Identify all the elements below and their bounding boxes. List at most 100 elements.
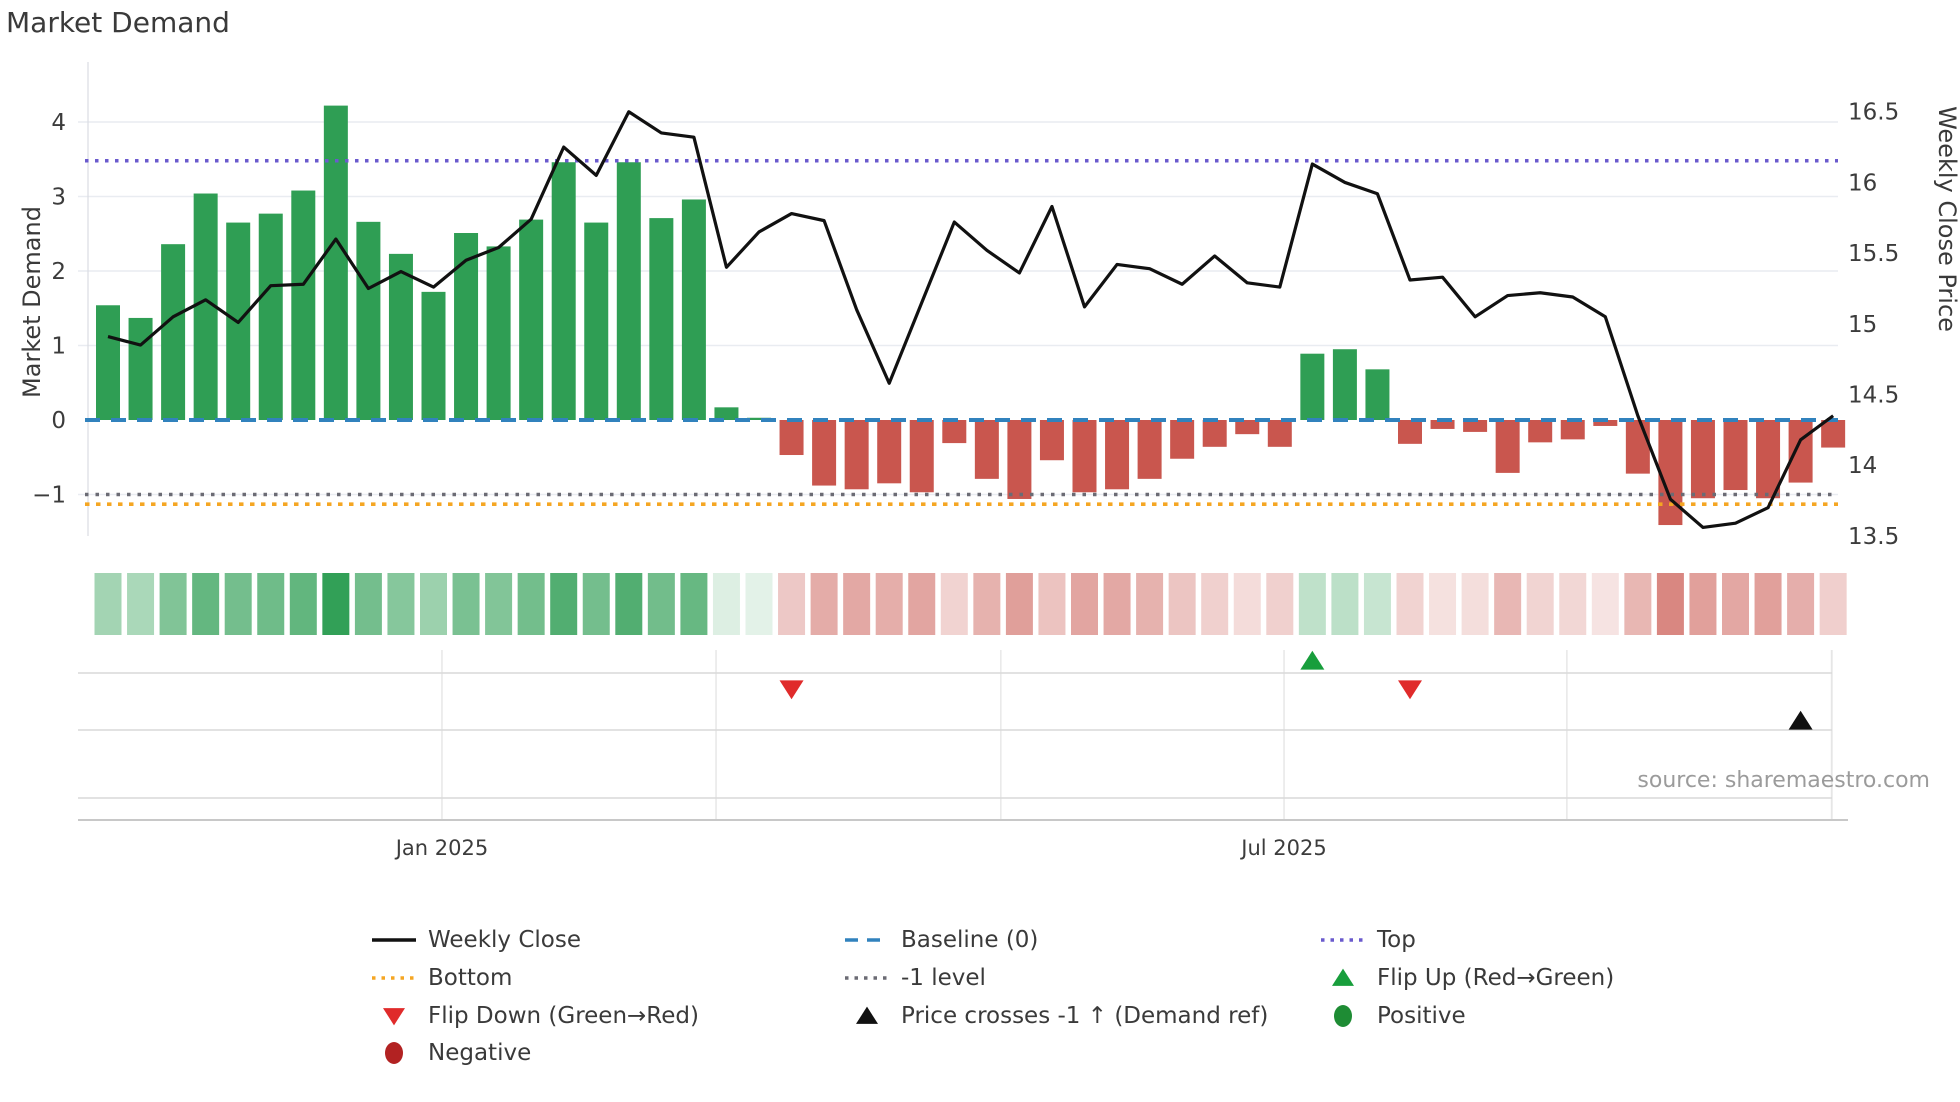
heatmap-cell-week-29 [1038,573,1066,635]
demand-bar-week-35 [1235,420,1260,435]
demand-bar-week-7 [323,105,348,421]
demand-bar-week-50 [1723,420,1748,491]
heatmap-cell-week-5 [257,573,285,635]
right-tick-2: 15.5 [1848,241,1899,267]
x-tick-1: Jul 2025 [1239,836,1326,860]
demand-bar-week-28 [1007,420,1032,499]
heatmap-cell-week-52 [1787,573,1815,635]
demand-bar-week-44 [1528,420,1553,443]
demand-bar-week-1 [128,317,153,420]
heatmap-cell-week-2 [159,573,187,635]
heatmap-cell-week-37 [1298,573,1326,635]
right-tick-4: 14.5 [1848,383,1899,409]
heatmap-cell-week-27 [973,573,1001,635]
demand-bar-week-14 [551,162,576,421]
heatmap-cell-week-23 [843,573,871,635]
demand-bar-week-11 [454,233,479,420]
heatmap-cell-week-19 [712,573,740,635]
heatmap-cell-week-20 [745,573,773,635]
heatmap-cell-week-7 [322,573,350,635]
demand-bar-week-38 [1332,349,1357,420]
demand-bar-week-22 [812,420,837,486]
demand-bar-week-24 [877,420,902,484]
demand-bar-week-39 [1365,369,1390,420]
left-tick-5: −1 [32,483,66,509]
heatmap-cell-week-18 [680,573,708,635]
source-credit: source: sharemaestro.com [1637,768,1930,793]
heatmap-cell-week-32 [1136,573,1164,635]
heatmap-cell-week-43 [1494,573,1522,635]
demand-bar-week-16 [616,162,641,421]
heatmap-cell-week-49 [1689,573,1717,635]
demand-bar-week-9 [388,253,413,420]
demand-bar-week-6 [291,190,316,420]
demand-bar-week-46 [1593,420,1618,426]
demand-bar-week-41 [1430,420,1455,429]
demand-bar-week-31 [1105,420,1130,490]
demand-bar-week-21 [779,420,804,456]
heatmap-cell-week-22 [810,573,838,635]
heatmap-cell-week-25 [908,573,936,635]
heatmap-cell-week-45 [1559,573,1587,635]
heatmap-cell-week-47 [1624,573,1652,635]
demand-bar-week-25 [909,420,934,493]
heatmap-cell-week-21 [778,573,806,635]
demand-bar-week-15 [584,222,609,420]
demand-bar-week-23 [844,420,869,490]
demand-bar-week-19 [714,407,739,420]
heatmap-cell-week-26 [940,573,968,635]
demand-bar-week-33 [1170,420,1195,459]
heatmap-cell-week-35 [1233,573,1261,635]
demand-bar-week-30 [1072,420,1097,493]
demand-bar-week-5 [258,213,283,420]
heatmap-cell-week-13 [517,573,545,635]
heatmap-cell-week-10 [420,573,447,635]
demand-bar-week-18 [681,199,706,420]
right-tick-0: 16.5 [1848,100,1899,126]
left-tick-0: 4 [51,110,66,136]
heatmap-cell-week-0 [94,573,122,635]
heatmap-cell-week-39 [1363,573,1391,635]
heatmap-cell-week-46 [1591,573,1619,635]
heatmap-cell-week-12 [485,573,513,635]
left-tick-4: 0 [51,408,66,434]
heatmap-cell-week-31 [1103,573,1131,635]
heatmap-cell-week-24 [875,573,903,635]
demand-bar-week-8 [356,221,381,420]
right-tick-5: 14 [1848,453,1877,479]
right-tick-3: 15 [1848,312,1877,338]
heatmap-cell-week-40 [1396,573,1424,635]
demand-bar-week-12 [486,246,511,420]
right-tick-1: 16 [1848,170,1877,196]
heatmap-cell-week-9 [387,573,415,635]
demand-bar-week-26 [942,420,967,444]
demand-bar-week-49 [1690,420,1715,499]
right-tick-6: 13.5 [1848,524,1899,550]
demand-bar-week-10 [421,291,446,420]
demand-bar-week-32 [1137,420,1162,479]
flip-down-marker-week-40 [1398,680,1422,700]
heatmap-cell-week-51 [1754,573,1782,635]
demand-bar-week-48 [1658,420,1683,526]
demand-bar-week-53 [1821,420,1846,448]
heatmap-cell-week-1 [127,573,155,635]
x-tick-0: Jan 2025 [394,836,489,860]
heatmap-cell-week-34 [1201,573,1229,635]
demand-bar-week-37 [1300,353,1325,420]
demand-bar-week-17 [649,218,674,420]
demand-bar-week-20 [747,417,771,420]
heatmap-cell-week-15 [582,573,610,635]
demand-bar-week-43 [1495,420,1520,473]
demand-bar-week-34 [1202,420,1227,447]
weekly-close-line [107,110,1835,530]
demand-bar-week-27 [974,420,999,479]
heatmap-cell-week-38 [1331,573,1359,635]
left-tick-1: 3 [51,185,66,211]
heatmap-cell-week-6 [289,573,317,635]
heatmap-cell-week-36 [1266,573,1294,635]
demand-bar-week-47 [1625,420,1650,474]
heatmap-cell-week-4 [224,573,252,635]
left-tick-2: 2 [51,259,66,285]
